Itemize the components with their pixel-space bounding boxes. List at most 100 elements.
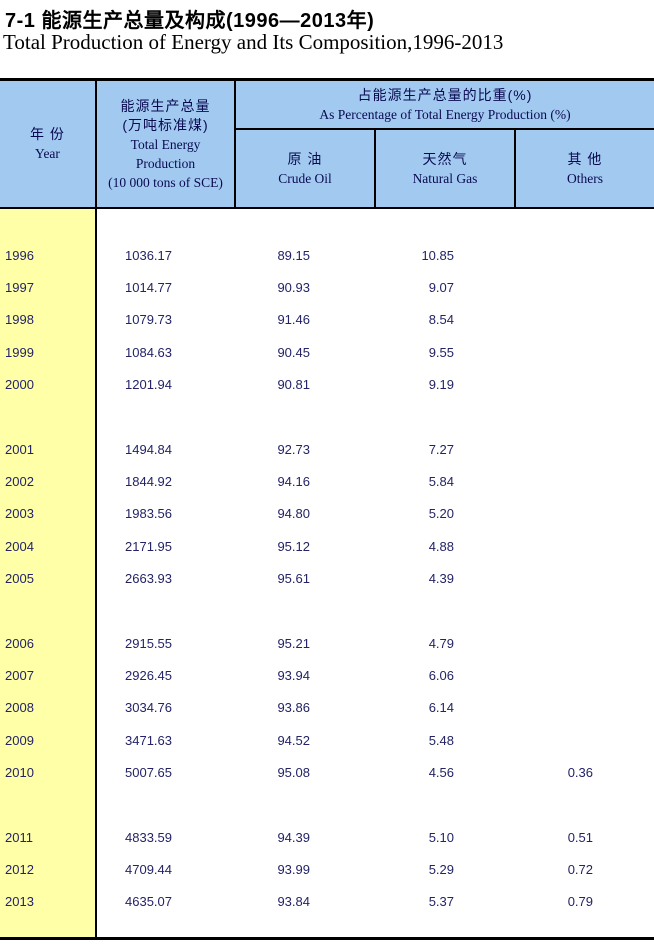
- others-cell: [516, 692, 654, 724]
- others-cell: 0.79: [567, 894, 593, 910]
- header-year-en: Year: [35, 146, 60, 161]
- page-title-en: Total Production of Energy and Its Compo…: [3, 30, 504, 54]
- table-row: 1998 1079.73 91.46 8.54: [0, 303, 654, 336]
- header-crude-zh: 原 油: [287, 150, 323, 167]
- header-others: 其 他 Others: [516, 130, 654, 207]
- crude-cell: [236, 401, 376, 433]
- gas-cell: 4.88: [428, 538, 454, 554]
- spacer-row: [0, 788, 654, 821]
- header-percentage-group: 占能源生产总量的比重(%) As Percentage of Total Ene…: [236, 81, 654, 207]
- crude-cell: 94.52: [277, 732, 310, 748]
- year-cell: 2010: [0, 756, 97, 789]
- table-row: 2000 1201.94 90.81 9.19: [0, 368, 654, 401]
- crude-cell: 95.21: [277, 635, 310, 651]
- gas-cell: 4.79: [428, 635, 454, 651]
- gas-cell: [376, 789, 516, 821]
- year-cell: 2007: [0, 659, 97, 692]
- header-total-zh-1: 能源生产总量: [120, 97, 211, 114]
- header-total-zh-2: (万吨标准煤): [122, 116, 209, 133]
- total-cell: [97, 401, 236, 433]
- year-cell: [0, 400, 97, 433]
- crude-cell: 94.80: [277, 506, 310, 522]
- crude-cell: 90.81: [277, 376, 310, 392]
- header-pct-zh: 占能源生产总量的比重(%): [357, 86, 533, 103]
- table-row: 1999 1084.63 90.45 9.55: [0, 335, 654, 369]
- table-row: 2002 1844.92 94.16 5.84: [0, 465, 654, 498]
- crude-cell: 93.84: [277, 894, 310, 910]
- crude-cell: 89.15: [277, 247, 310, 263]
- gas-cell: 5.37: [428, 894, 454, 910]
- table-row: 2012 4709.44 93.99 5.29 0.72: [0, 853, 654, 886]
- total-cell: 2171.95: [125, 538, 172, 554]
- crude-cell: 95.12: [277, 538, 310, 554]
- others-cell: [516, 595, 654, 627]
- year-cell: 2009: [0, 723, 97, 757]
- table-row: 1996 1036.17 89.15 10.85: [0, 239, 654, 272]
- others-cell: [516, 789, 654, 821]
- crude-cell: 93.99: [277, 861, 310, 877]
- header-total-en-2: Production: [135, 155, 196, 171]
- crude-cell: 94.39: [277, 829, 310, 845]
- gas-cell: 6.06: [428, 667, 454, 683]
- others-cell: [516, 498, 654, 530]
- header-others-zh: 其 他: [567, 150, 603, 167]
- table-row: 1997 1014.77 90.93 9.07: [0, 271, 654, 304]
- header-crude-oil: 原 油 Crude Oil: [236, 130, 376, 207]
- others-cell: [516, 530, 654, 562]
- year-cell: 2003: [0, 497, 97, 530]
- total-cell: 3471.63: [125, 732, 172, 748]
- crude-cell: 94.16: [277, 473, 310, 489]
- crude-cell: 93.86: [277, 700, 310, 716]
- year-cell: 2001: [0, 432, 97, 466]
- page-title-zh: 7-1 能源生产总量及构成(1996—2013年): [5, 10, 375, 32]
- gas-cell: 7.27: [428, 441, 454, 457]
- total-cell: 1201.94: [125, 376, 172, 392]
- header-total-en-3: (10 000 tons of SCE): [108, 174, 223, 190]
- total-cell: 2915.55: [125, 635, 172, 651]
- year-cell: 1997: [0, 271, 97, 304]
- crude-cell: 90.45: [277, 344, 310, 360]
- gas-cell: [376, 401, 516, 433]
- gas-cell: 6.14: [428, 700, 454, 716]
- header-total-production: 能源生产总量 (万吨标准煤) Total Energy Production (…: [97, 81, 236, 207]
- gas-cell: 9.19: [428, 376, 454, 392]
- total-cell: 1014.77: [125, 279, 172, 295]
- table-row: 2010 5007.65 95.08 4.56 0.36: [0, 756, 654, 789]
- total-cell: 1844.92: [125, 473, 172, 489]
- year-cell: [0, 594, 97, 627]
- table-row: 2004 2171.95 95.12 4.88: [0, 529, 654, 563]
- year-cell: 2002: [0, 465, 97, 498]
- table-row: 2006 2915.55 95.21 4.79: [0, 626, 654, 660]
- others-cell: [516, 271, 654, 303]
- total-cell: 4833.59: [125, 829, 172, 845]
- total-cell: 5007.65: [125, 764, 172, 780]
- total-cell: 4635.07: [125, 894, 172, 910]
- total-cell: 4709.44: [125, 861, 172, 877]
- others-cell: [516, 659, 654, 691]
- header-percentage-span: 占能源生产总量的比重(%) As Percentage of Total Ene…: [236, 81, 654, 130]
- header-total-en-1: Total Energy: [130, 136, 201, 152]
- spacer-row: [0, 594, 654, 627]
- gas-cell: 5.29: [428, 861, 454, 877]
- others-cell: [516, 401, 654, 433]
- header-year-zh: 年 份: [30, 126, 65, 142]
- total-cell: 2926.45: [125, 667, 172, 683]
- header-year: 年 份 Year: [0, 81, 97, 207]
- table-row: 2009 3471.63 94.52 5.48: [0, 723, 654, 757]
- crude-cell: 90.93: [277, 279, 310, 295]
- gas-cell: 9.55: [428, 344, 454, 360]
- table-row: 2008 3034.76 93.86 6.14: [0, 691, 654, 724]
- crude-cell: [236, 595, 376, 627]
- table-row: 2013 4635.07 93.84 5.37 0.79: [0, 885, 654, 918]
- header-gas-en: Natural Gas: [412, 170, 478, 186]
- others-cell: 0.51: [567, 829, 593, 845]
- header-pct-en: As Percentage of Total Energy Production…: [319, 106, 571, 122]
- table-row: 2011 4833.59 94.39 5.10 0.51: [0, 820, 654, 854]
- total-cell: 1036.17: [125, 247, 172, 263]
- table-row: 2007 2926.45 93.94 6.06: [0, 659, 654, 692]
- year-cell: 2011: [0, 820, 97, 854]
- total-cell: 1079.73: [125, 312, 172, 328]
- total-cell: 3034.76: [125, 700, 172, 716]
- year-cell: 2012: [0, 853, 97, 886]
